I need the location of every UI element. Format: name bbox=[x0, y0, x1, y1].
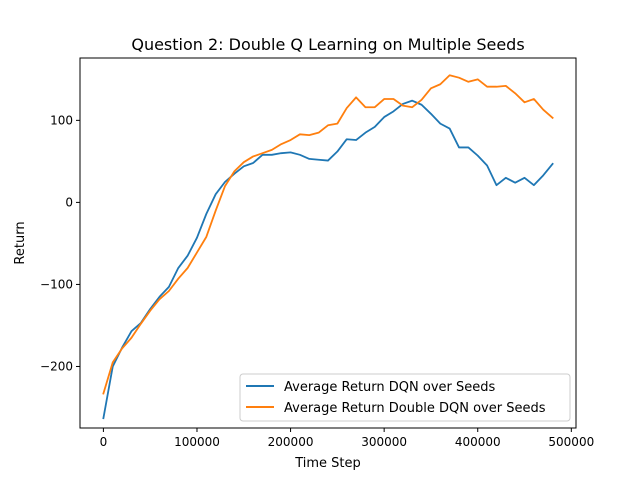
y-tick-label: 100 bbox=[50, 113, 73, 127]
plot-frame bbox=[79, 57, 577, 429]
legend-box bbox=[239, 373, 571, 422]
chart-title: Question 2: Double Q Learning on Multipl… bbox=[131, 35, 524, 54]
x-axis-ticks: 0 100000 200000 300000 400000 500000 bbox=[100, 428, 594, 449]
y-tick-label: −200 bbox=[40, 359, 73, 373]
x-tick-label: 100000 bbox=[174, 435, 220, 449]
series-line-1 bbox=[102, 74, 554, 395]
x-tick-label: 200000 bbox=[268, 435, 314, 449]
x-tick-label: 500000 bbox=[548, 435, 594, 449]
y-axis-ticks: −200 −100 0 100 bbox=[40, 113, 80, 373]
plot-area bbox=[79, 57, 577, 429]
y-tick-label: −100 bbox=[40, 277, 73, 291]
y-tick-label: 0 bbox=[65, 195, 73, 209]
x-tick-label: 300000 bbox=[361, 435, 407, 449]
legend-label-double-dqn: Average Return Double DQN over Seeds bbox=[284, 401, 546, 416]
legend: Average Return DQN over Seeds Average Re… bbox=[239, 373, 571, 422]
x-axis-label: Time Step bbox=[294, 456, 361, 471]
legend-label-dqn: Average Return DQN over Seeds bbox=[284, 380, 496, 395]
x-tick-label: 400000 bbox=[455, 435, 501, 449]
x-tick-label: 0 bbox=[100, 435, 108, 449]
series-line-0 bbox=[102, 99, 554, 420]
series-layer bbox=[102, 74, 554, 420]
y-axis-label: Return bbox=[13, 221, 28, 264]
